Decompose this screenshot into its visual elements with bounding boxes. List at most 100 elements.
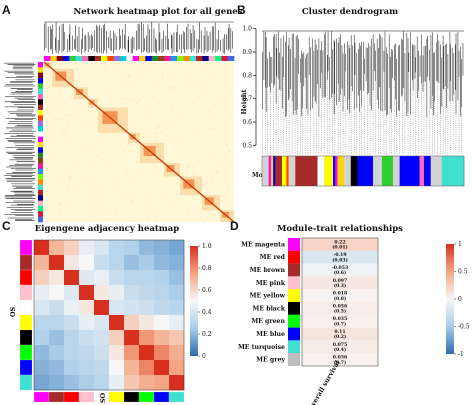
panel-c-color-legend: 1.0 0.8 0.6 0.4 0.2 0 xyxy=(190,243,212,360)
heatmap-speckle xyxy=(203,221,206,223)
heatmap-speckle xyxy=(160,72,163,74)
module-bar-segment xyxy=(38,83,43,89)
panel-a-top-dendrogram xyxy=(44,21,234,54)
correlation-cell xyxy=(302,302,378,315)
adjacency-cell xyxy=(109,285,125,301)
legend-tick-label: 0.2 xyxy=(202,331,212,338)
heatmap-speckle xyxy=(97,140,99,142)
heatmap-speckle xyxy=(94,99,96,102)
heatmap-speckle xyxy=(118,67,120,69)
row-module-swatch xyxy=(19,359,33,376)
module-color-frame xyxy=(261,155,465,187)
heatmap-speckle xyxy=(60,110,62,113)
col-module-swatch xyxy=(168,391,185,403)
module-swatch xyxy=(288,340,300,354)
p-value: (0.6) xyxy=(334,269,346,276)
adjacency-cell xyxy=(34,375,50,391)
panel-b-title: Cluster dendrogram xyxy=(302,7,398,17)
adjacency-cell xyxy=(94,330,110,346)
heatmap-speckle xyxy=(59,210,61,212)
module-swatch xyxy=(288,250,300,264)
adjacency-cell xyxy=(94,300,110,316)
module-color-segment xyxy=(350,156,358,186)
heatmap-speckle xyxy=(196,127,198,130)
adjacency-cell xyxy=(64,345,80,361)
heatmap-speckle xyxy=(169,141,171,144)
row-module-swatch xyxy=(19,299,33,316)
correlation-value: 0.036 xyxy=(333,355,347,361)
heatmap-speckle xyxy=(116,213,118,215)
heatmap-speckle xyxy=(76,189,78,191)
heatmap-speckle xyxy=(213,169,215,171)
heatmap-speckle xyxy=(211,177,213,179)
panel-b-dendrogram xyxy=(262,30,464,154)
adjacency-cell xyxy=(154,375,170,391)
adjacency-cell xyxy=(79,345,95,361)
adjacency-cell xyxy=(169,345,185,361)
adjacency-cell xyxy=(124,315,140,331)
row-module-swatch xyxy=(19,344,33,361)
heatmap-speckle xyxy=(145,106,148,108)
legend-tick-label: 0 xyxy=(202,353,206,360)
heatmap-speckle xyxy=(73,185,75,187)
heatmap-speckle xyxy=(78,167,81,169)
module-bar-segment xyxy=(189,56,197,61)
adjacency-cell xyxy=(49,375,65,391)
adjacency-cell xyxy=(64,255,80,271)
correlation-cell xyxy=(302,353,378,366)
p-value: (0.5) xyxy=(334,308,346,315)
adjacency-cell xyxy=(139,270,155,286)
module-bar-segment xyxy=(38,211,43,217)
adjacency-cell xyxy=(49,300,65,316)
heatmap-speckle xyxy=(226,159,228,161)
module-bar-segment xyxy=(113,56,121,61)
module-bar-segment xyxy=(94,56,102,61)
heatmap-speckle xyxy=(95,184,97,186)
adjacency-cell xyxy=(154,330,170,346)
adjacency-cell xyxy=(124,360,140,376)
heatmap-speckle xyxy=(46,101,48,103)
heatmap-speckle xyxy=(152,156,155,158)
heatmap-speckle xyxy=(129,200,131,202)
heatmap-speckle xyxy=(94,119,97,121)
adjacency-cell xyxy=(124,300,140,316)
module-bar-segment xyxy=(38,200,43,207)
heatmap-speckle xyxy=(152,96,154,98)
heatmap-speckle xyxy=(216,170,218,172)
heatmap-speckle xyxy=(69,97,72,100)
heatmap-speckle xyxy=(157,84,159,87)
heatmap-speckle xyxy=(130,150,132,152)
adjacency-cell xyxy=(34,345,50,361)
heatmap-speckle xyxy=(178,173,180,175)
heatmap-speckle xyxy=(45,119,47,121)
panel-c-col-label: OS xyxy=(98,393,106,404)
heatmap-speckle xyxy=(60,84,62,86)
heatmap-speckle xyxy=(109,128,111,130)
adjacency-cell xyxy=(64,360,80,376)
module-bar-segment xyxy=(38,72,43,79)
row-module-swatch xyxy=(19,284,33,301)
module-swatch xyxy=(288,263,300,277)
module-bar-segment xyxy=(38,99,43,105)
adjacency-cell xyxy=(169,375,185,391)
heatmap-speckle xyxy=(136,102,138,104)
adjacency-cell xyxy=(34,360,50,376)
module-color-segment xyxy=(399,156,420,186)
heatmap-speckle xyxy=(188,166,190,168)
heatmap-speckle xyxy=(172,88,174,91)
heatmap-speckle xyxy=(128,99,130,101)
adjacency-cell xyxy=(169,330,185,346)
col-module-swatch xyxy=(33,391,50,403)
panel-d: D Module-trait relationships ME magenta 0… xyxy=(230,219,470,405)
adjacency-cell xyxy=(64,300,80,316)
heatmap-speckle xyxy=(48,86,50,88)
heatmap-speckle xyxy=(162,75,164,78)
heatmap-speckle xyxy=(55,180,57,182)
heatmap-speckle xyxy=(169,201,171,203)
module-color-segment xyxy=(372,156,383,186)
heatmap-speckle xyxy=(82,146,84,148)
panel-a-top-module-bar xyxy=(44,56,235,61)
adjacency-cell xyxy=(139,360,155,376)
adjacency-cell xyxy=(49,330,65,346)
heatmap-speckle xyxy=(90,145,92,147)
